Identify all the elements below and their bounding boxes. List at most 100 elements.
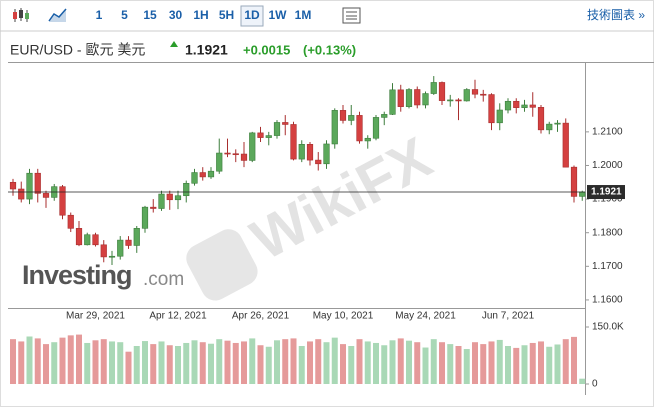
- candle-body: [133, 228, 140, 246]
- candle-body: [125, 239, 132, 246]
- tech-chart-link[interactable]: 技術圖表 »: [587, 8, 645, 22]
- candle-body: [364, 137, 371, 142]
- volume-bar: [472, 342, 478, 384]
- volume-bar: [414, 342, 421, 384]
- candle-body: [108, 255, 116, 258]
- candle-body: [331, 110, 338, 145]
- x-tick-label: Apr 26, 2021: [232, 311, 290, 322]
- interval-button[interactable]: 1M: [295, 8, 312, 22]
- volume-bar: [18, 341, 25, 384]
- volume-bar: [257, 345, 264, 384]
- candle-body: [249, 132, 256, 161]
- candle-body: [207, 170, 215, 178]
- volume-bar: [51, 342, 58, 384]
- volume-bar: [125, 351, 132, 384]
- candle-body: [323, 143, 330, 165]
- last-price-label: 1.1921: [591, 187, 622, 198]
- volume-bar: [579, 378, 586, 384]
- interval-button[interactable]: 15: [143, 8, 157, 22]
- volume-bar: [142, 341, 148, 384]
- volume-bar: [455, 346, 462, 384]
- interval-button[interactable]: 30: [169, 8, 183, 22]
- line-icon[interactable]: [48, 8, 67, 22]
- last-price: 1.1921: [185, 42, 228, 58]
- candle-body: [84, 234, 91, 246]
- volume-bar: [150, 344, 157, 384]
- y-tick-label: 1.2000: [592, 160, 623, 171]
- candle-body: [100, 244, 107, 258]
- interval-button[interactable]: 1D: [244, 8, 260, 22]
- candle-body: [59, 186, 66, 216]
- candle-body: [537, 107, 545, 131]
- candle-body: [496, 109, 503, 124]
- volume-bar: [315, 339, 322, 384]
- volume-bar: [109, 341, 115, 384]
- candle-body: [579, 191, 586, 197]
- volume-bar: [133, 346, 140, 384]
- volume-bar: [241, 341, 247, 384]
- candle-body: [67, 214, 74, 229]
- candle-body: [199, 172, 206, 178]
- volume-bar: [439, 342, 445, 384]
- interval-button[interactable]: 1: [96, 8, 103, 22]
- volume-bar: [290, 338, 297, 384]
- settings-icon[interactable]: [342, 7, 361, 24]
- volume-bar: [249, 338, 256, 384]
- volume-bar: [406, 340, 412, 384]
- volume-bar: [158, 341, 165, 384]
- volume-bar: [364, 341, 371, 384]
- interval-button[interactable]: 5H: [219, 8, 234, 22]
- price-change: +0.0015: [243, 42, 290, 57]
- candle-body: [18, 188, 25, 200]
- candle-body: [529, 104, 536, 108]
- volume-bar: [166, 345, 173, 384]
- candle-body: [9, 181, 17, 190]
- y-tick-label: 1.1700: [592, 261, 623, 272]
- last-price-box: [587, 185, 625, 200]
- volume-bar: [348, 346, 355, 384]
- candle-icon[interactable]: [13, 8, 29, 22]
- candle-body: [273, 122, 281, 136]
- candle-body: [438, 82, 446, 101]
- volume-bar: [505, 346, 511, 384]
- interval-button[interactable]: 1H: [193, 8, 208, 22]
- candle-body: [240, 153, 248, 161]
- interval-selected[interactable]: [240, 5, 264, 27]
- candle-body: [34, 172, 41, 194]
- candle-body: [158, 193, 165, 209]
- x-tick-label: Jun 7, 2021: [482, 311, 535, 322]
- logo-domain: .com: [143, 269, 184, 290]
- candle-body: [397, 89, 404, 107]
- volume-bar: [422, 347, 429, 384]
- candle-body: [504, 100, 512, 111]
- candle-body: [183, 182, 190, 197]
- candle-body: [42, 193, 50, 198]
- volume-bar: [546, 346, 553, 384]
- volume-bar: [389, 340, 396, 384]
- candle-body: [141, 206, 149, 229]
- candle-body: [480, 93, 487, 96]
- interval-button[interactable]: 1W: [269, 8, 288, 22]
- candle-body: [455, 99, 462, 102]
- x-tick-label: Apr 12, 2021: [149, 311, 207, 322]
- candle-body: [389, 89, 396, 115]
- volume-bar: [538, 341, 544, 384]
- interval-button[interactable]: 5: [121, 8, 128, 22]
- candle-body: [554, 122, 561, 125]
- candle-body: [430, 82, 437, 94]
- volume-bar: [224, 340, 231, 384]
- volume-bar: [59, 337, 66, 384]
- candle-body: [257, 132, 264, 138]
- volume-bar: [67, 335, 74, 384]
- y2-tick-label: 150.0K: [592, 322, 624, 333]
- volume-bar: [175, 346, 181, 384]
- candle-body: [488, 94, 495, 124]
- volume-bar: [216, 339, 223, 384]
- candle-body: [26, 172, 33, 200]
- x-tick-label: May 24, 2021: [395, 311, 456, 322]
- y-tick-label: 1.1800: [592, 227, 623, 238]
- volume-bar: [43, 344, 49, 384]
- candle-body: [521, 104, 528, 108]
